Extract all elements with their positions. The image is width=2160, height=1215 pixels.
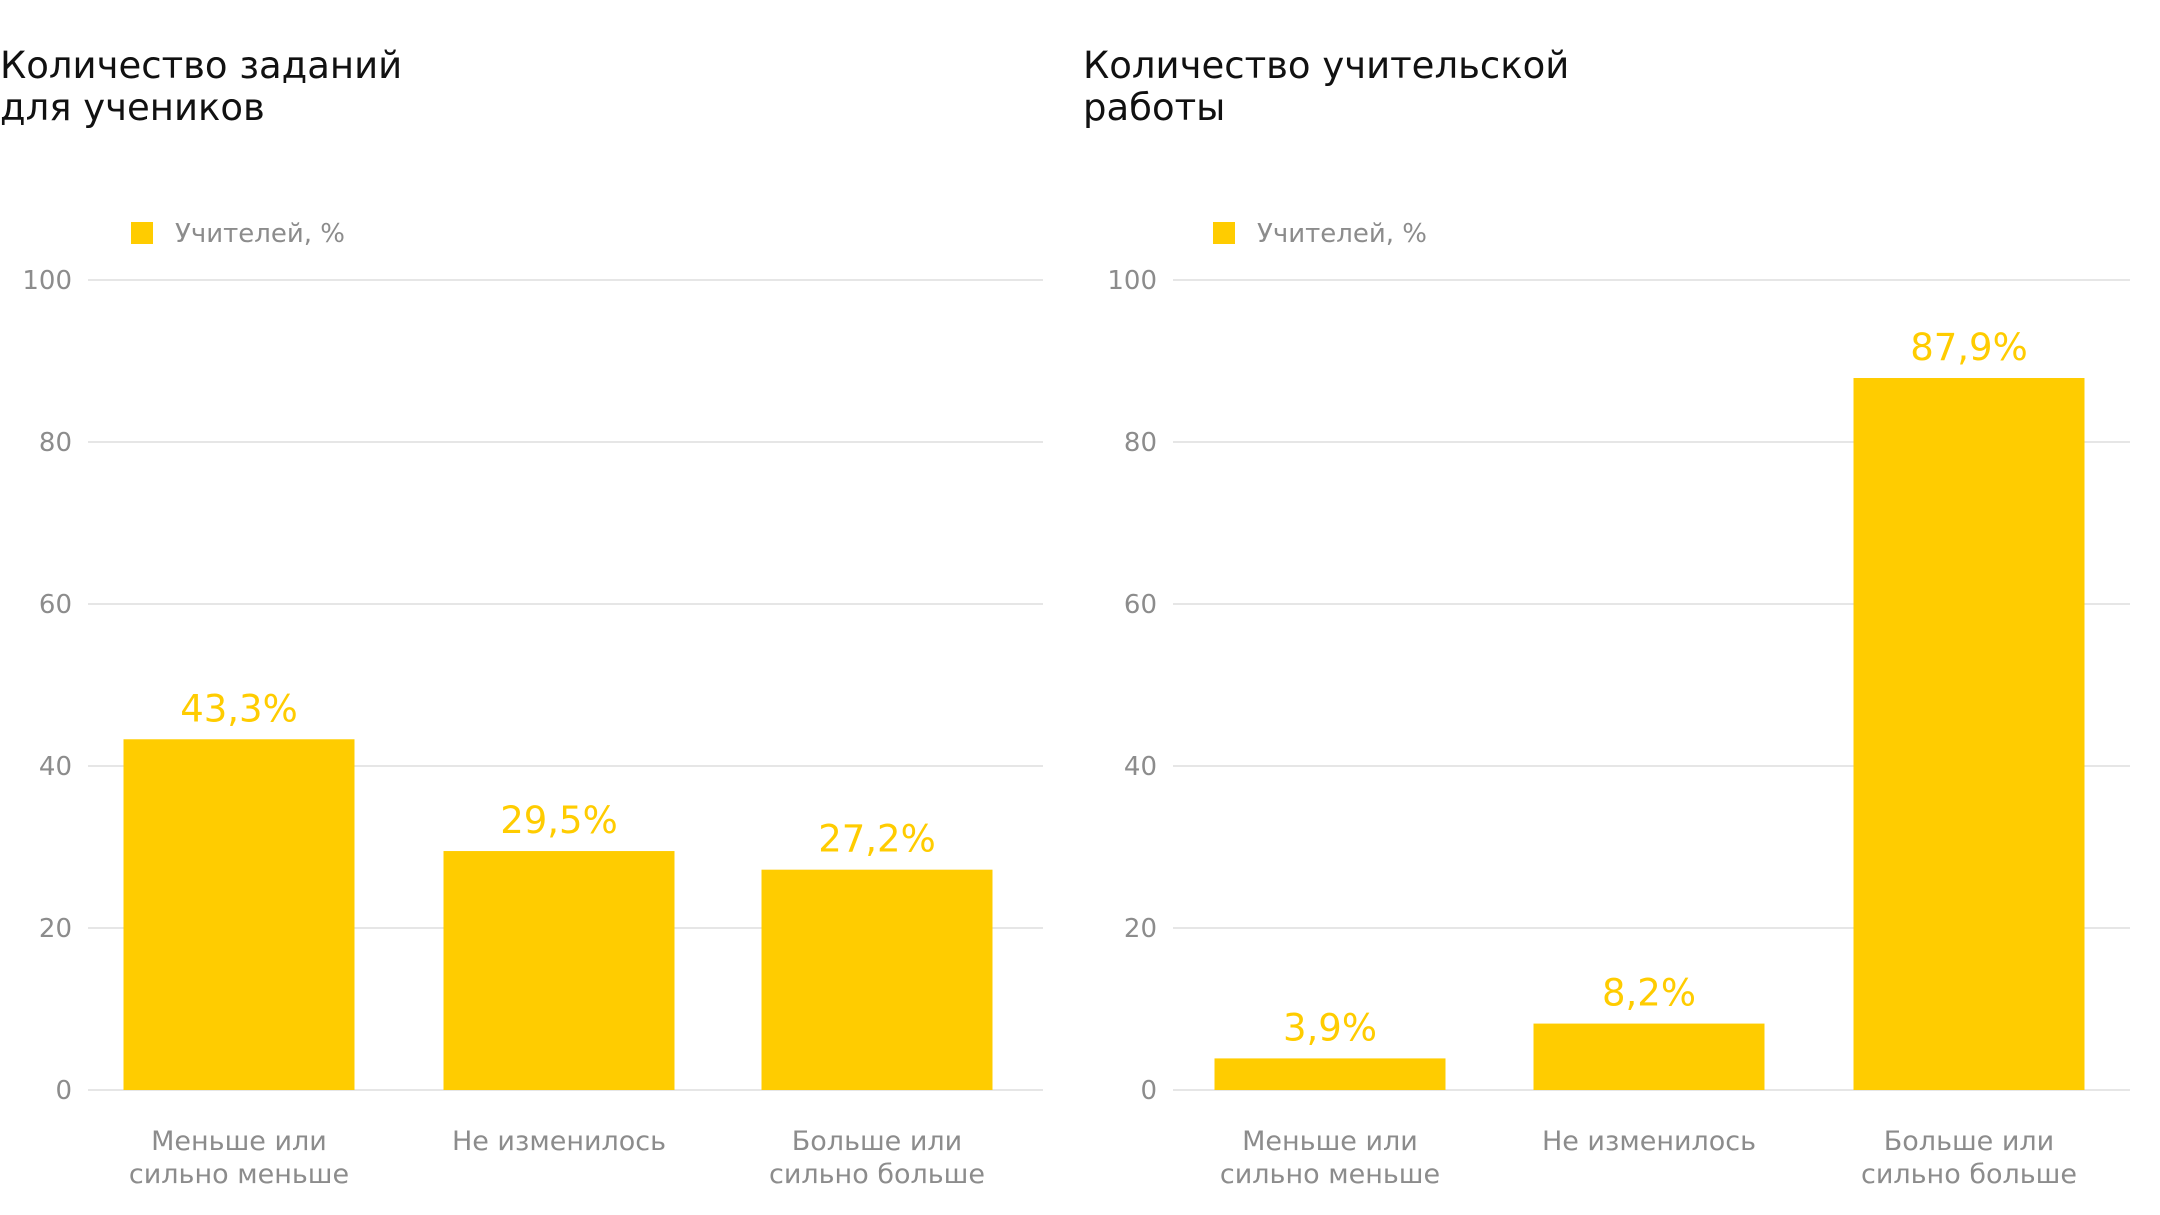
- x-category-label: сильно больше: [769, 1159, 985, 1190]
- data-label: 27,2%: [818, 818, 936, 861]
- chart-title-line: для учеников: [0, 86, 265, 129]
- x-category-label: Больше или: [792, 1126, 962, 1157]
- y-tick-label: 100: [22, 266, 72, 296]
- x-category-label: сильно меньше: [129, 1159, 349, 1190]
- chart-title-line: Количество учительской: [1083, 44, 1569, 87]
- x-category-label: сильно меньше: [1220, 1159, 1440, 1190]
- data-label: 29,5%: [500, 799, 618, 842]
- bar: [123, 739, 355, 1090]
- y-tick-label: 80: [1124, 428, 1157, 458]
- bar: [1853, 378, 2085, 1090]
- bar: [1533, 1023, 1765, 1090]
- y-tick-label: 20: [1124, 914, 1157, 944]
- y-tick-label: 0: [55, 1076, 72, 1106]
- data-label: 87,9%: [1910, 326, 2028, 369]
- y-tick-label: 40: [39, 752, 72, 782]
- x-category-label: Меньше или: [151, 1126, 327, 1157]
- legend-label: Учителей, %: [175, 219, 345, 249]
- legend-swatch: [1213, 222, 1235, 244]
- y-tick-label: 60: [39, 590, 72, 620]
- x-category-label: Меньше или: [1242, 1126, 1418, 1157]
- chart-title-line: работы: [1083, 86, 1225, 129]
- bar: [761, 869, 993, 1090]
- legend-swatch: [131, 222, 153, 244]
- y-tick-label: 60: [1124, 590, 1157, 620]
- bar: [443, 851, 675, 1090]
- y-tick-label: 100: [1107, 266, 1157, 296]
- legend-label: Учителей, %: [1257, 219, 1427, 249]
- y-tick-label: 40: [1124, 752, 1157, 782]
- chart-title-line: Количество заданий: [0, 44, 402, 87]
- y-tick-label: 20: [39, 914, 72, 944]
- data-label: 43,3%: [180, 687, 298, 730]
- y-tick-label: 0: [1140, 1076, 1157, 1106]
- x-category-label: Не изменилось: [452, 1126, 666, 1157]
- data-label: 8,2%: [1602, 972, 1696, 1015]
- y-tick-label: 80: [39, 428, 72, 458]
- bar: [1214, 1058, 1446, 1090]
- x-category-label: Не изменилось: [1542, 1126, 1756, 1157]
- data-label: 3,9%: [1283, 1006, 1377, 1049]
- x-category-label: сильно больше: [1861, 1159, 2077, 1190]
- x-category-label: Больше или: [1884, 1126, 2054, 1157]
